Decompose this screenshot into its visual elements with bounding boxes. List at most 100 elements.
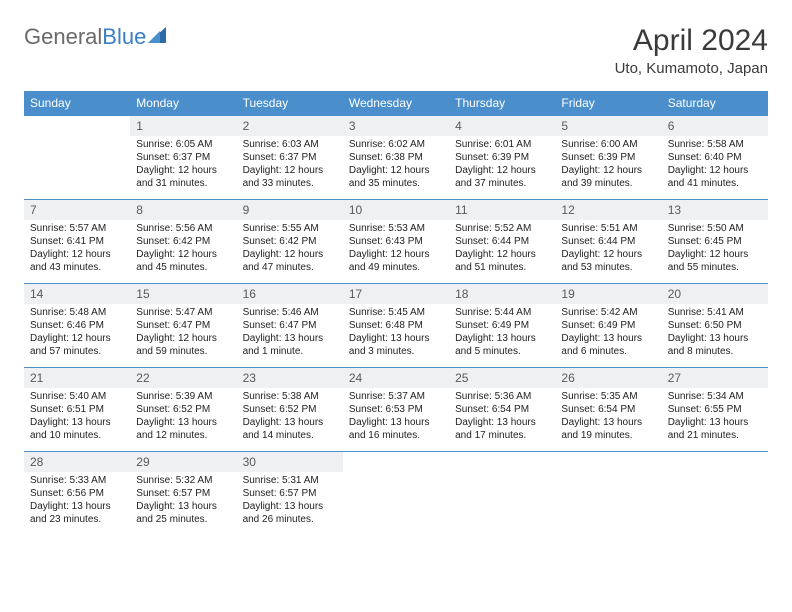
calendar-cell [343, 452, 449, 536]
day-sunrise: Sunrise: 5:50 AM [668, 222, 762, 235]
day-details: Sunrise: 5:31 AMSunset: 6:57 PMDaylight:… [237, 472, 343, 530]
day-sunset: Sunset: 6:56 PM [30, 487, 124, 500]
day-daylight2: and 6 minutes. [561, 345, 655, 358]
day-details: Sunrise: 5:47 AMSunset: 6:47 PMDaylight:… [130, 304, 236, 362]
day-sunrise: Sunrise: 5:55 AM [243, 222, 337, 235]
day-details: Sunrise: 5:55 AMSunset: 6:42 PMDaylight:… [237, 220, 343, 278]
day-number: 8 [130, 200, 236, 220]
day-daylight1: Daylight: 13 hours [668, 416, 762, 429]
day-daylight1: Daylight: 13 hours [136, 416, 230, 429]
day-sunset: Sunset: 6:43 PM [349, 235, 443, 248]
calendar-cell: 27Sunrise: 5:34 AMSunset: 6:55 PMDayligh… [662, 368, 768, 452]
day-number: 23 [237, 368, 343, 388]
day-daylight2: and 21 minutes. [668, 429, 762, 442]
day-sunrise: Sunrise: 5:31 AM [243, 474, 337, 487]
day-details: Sunrise: 5:50 AMSunset: 6:45 PMDaylight:… [662, 220, 768, 278]
day-sunset: Sunset: 6:52 PM [243, 403, 337, 416]
day-daylight2: and 1 minute. [243, 345, 337, 358]
calendar-cell: 7Sunrise: 5:57 AMSunset: 6:41 PMDaylight… [24, 200, 130, 284]
day-sunset: Sunset: 6:44 PM [455, 235, 549, 248]
day-sunrise: Sunrise: 5:46 AM [243, 306, 337, 319]
day-sunset: Sunset: 6:44 PM [561, 235, 655, 248]
day-details: Sunrise: 6:02 AMSunset: 6:38 PMDaylight:… [343, 136, 449, 194]
day-daylight1: Daylight: 12 hours [136, 332, 230, 345]
day-sunset: Sunset: 6:39 PM [455, 151, 549, 164]
day-sunrise: Sunrise: 6:00 AM [561, 138, 655, 151]
day-daylight1: Daylight: 13 hours [30, 500, 124, 513]
day-sunset: Sunset: 6:47 PM [136, 319, 230, 332]
day-sunset: Sunset: 6:49 PM [561, 319, 655, 332]
calendar-cell: 24Sunrise: 5:37 AMSunset: 6:53 PMDayligh… [343, 368, 449, 452]
calendar-cell: 23Sunrise: 5:38 AMSunset: 6:52 PMDayligh… [237, 368, 343, 452]
day-details: Sunrise: 5:56 AMSunset: 6:42 PMDaylight:… [130, 220, 236, 278]
day-daylight2: and 19 minutes. [561, 429, 655, 442]
day-number: 6 [662, 116, 768, 136]
day-sunrise: Sunrise: 5:56 AM [136, 222, 230, 235]
title-block: April 2024 Uto, Kumamoto, Japan [615, 24, 768, 77]
calendar-cell: 4Sunrise: 6:01 AMSunset: 6:39 PMDaylight… [449, 116, 555, 200]
day-number: 5 [555, 116, 661, 136]
weekday-header: Sunday [24, 91, 130, 116]
day-details: Sunrise: 6:05 AMSunset: 6:37 PMDaylight:… [130, 136, 236, 194]
day-number: 13 [662, 200, 768, 220]
calendar-cell: 16Sunrise: 5:46 AMSunset: 6:47 PMDayligh… [237, 284, 343, 368]
day-sunrise: Sunrise: 5:51 AM [561, 222, 655, 235]
day-daylight1: Daylight: 12 hours [243, 248, 337, 261]
day-daylight1: Daylight: 12 hours [136, 164, 230, 177]
calendar-page: GeneralBlue April 2024 Uto, Kumamoto, Ja… [0, 0, 792, 536]
calendar-cell: 18Sunrise: 5:44 AMSunset: 6:49 PMDayligh… [449, 284, 555, 368]
day-details: Sunrise: 5:38 AMSunset: 6:52 PMDaylight:… [237, 388, 343, 446]
calendar-cell: 10Sunrise: 5:53 AMSunset: 6:43 PMDayligh… [343, 200, 449, 284]
day-sunrise: Sunrise: 5:44 AM [455, 306, 549, 319]
day-sunrise: Sunrise: 5:47 AM [136, 306, 230, 319]
day-daylight2: and 45 minutes. [136, 261, 230, 274]
weekday-header: Wednesday [343, 91, 449, 116]
day-daylight1: Daylight: 13 hours [668, 332, 762, 345]
day-details: Sunrise: 5:41 AMSunset: 6:50 PMDaylight:… [662, 304, 768, 362]
day-details: Sunrise: 5:52 AMSunset: 6:44 PMDaylight:… [449, 220, 555, 278]
weekday-header-row: Sunday Monday Tuesday Wednesday Thursday… [24, 91, 768, 116]
logo-text-gray: General [24, 24, 102, 50]
day-daylight1: Daylight: 12 hours [349, 164, 443, 177]
day-details: Sunrise: 5:46 AMSunset: 6:47 PMDaylight:… [237, 304, 343, 362]
day-number: 22 [130, 368, 236, 388]
calendar-cell: 8Sunrise: 5:56 AMSunset: 6:42 PMDaylight… [130, 200, 236, 284]
day-daylight1: Daylight: 13 hours [561, 332, 655, 345]
calendar-cell: 1Sunrise: 6:05 AMSunset: 6:37 PMDaylight… [130, 116, 236, 200]
day-daylight2: and 47 minutes. [243, 261, 337, 274]
calendar-cell: 2Sunrise: 6:03 AMSunset: 6:37 PMDaylight… [237, 116, 343, 200]
calendar-cell: 14Sunrise: 5:48 AMSunset: 6:46 PMDayligh… [24, 284, 130, 368]
weekday-header: Friday [555, 91, 661, 116]
day-details: Sunrise: 5:36 AMSunset: 6:54 PMDaylight:… [449, 388, 555, 446]
day-daylight1: Daylight: 13 hours [349, 416, 443, 429]
day-number: 18 [449, 284, 555, 304]
day-number: 27 [662, 368, 768, 388]
day-number: 7 [24, 200, 130, 220]
day-number: 9 [237, 200, 343, 220]
day-details: Sunrise: 5:34 AMSunset: 6:55 PMDaylight:… [662, 388, 768, 446]
day-sunset: Sunset: 6:51 PM [30, 403, 124, 416]
day-sunrise: Sunrise: 5:42 AM [561, 306, 655, 319]
calendar-row: 1Sunrise: 6:05 AMSunset: 6:37 PMDaylight… [24, 116, 768, 200]
day-sunset: Sunset: 6:50 PM [668, 319, 762, 332]
day-details: Sunrise: 6:03 AMSunset: 6:37 PMDaylight:… [237, 136, 343, 194]
day-details: Sunrise: 5:39 AMSunset: 6:52 PMDaylight:… [130, 388, 236, 446]
day-daylight1: Daylight: 13 hours [136, 500, 230, 513]
day-daylight2: and 23 minutes. [30, 513, 124, 526]
day-daylight2: and 51 minutes. [455, 261, 549, 274]
calendar-cell: 28Sunrise: 5:33 AMSunset: 6:56 PMDayligh… [24, 452, 130, 536]
calendar-cell: 29Sunrise: 5:32 AMSunset: 6:57 PMDayligh… [130, 452, 236, 536]
weekday-header: Monday [130, 91, 236, 116]
day-daylight1: Daylight: 12 hours [136, 248, 230, 261]
day-daylight2: and 35 minutes. [349, 177, 443, 190]
day-daylight2: and 55 minutes. [668, 261, 762, 274]
day-daylight2: and 12 minutes. [136, 429, 230, 442]
calendar-cell: 25Sunrise: 5:36 AMSunset: 6:54 PMDayligh… [449, 368, 555, 452]
calendar-cell: 15Sunrise: 5:47 AMSunset: 6:47 PMDayligh… [130, 284, 236, 368]
weekday-header: Thursday [449, 91, 555, 116]
calendar-cell: 3Sunrise: 6:02 AMSunset: 6:38 PMDaylight… [343, 116, 449, 200]
day-details: Sunrise: 5:35 AMSunset: 6:54 PMDaylight:… [555, 388, 661, 446]
day-details: Sunrise: 6:01 AMSunset: 6:39 PMDaylight:… [449, 136, 555, 194]
day-sunset: Sunset: 6:40 PM [668, 151, 762, 164]
day-details: Sunrise: 5:37 AMSunset: 6:53 PMDaylight:… [343, 388, 449, 446]
